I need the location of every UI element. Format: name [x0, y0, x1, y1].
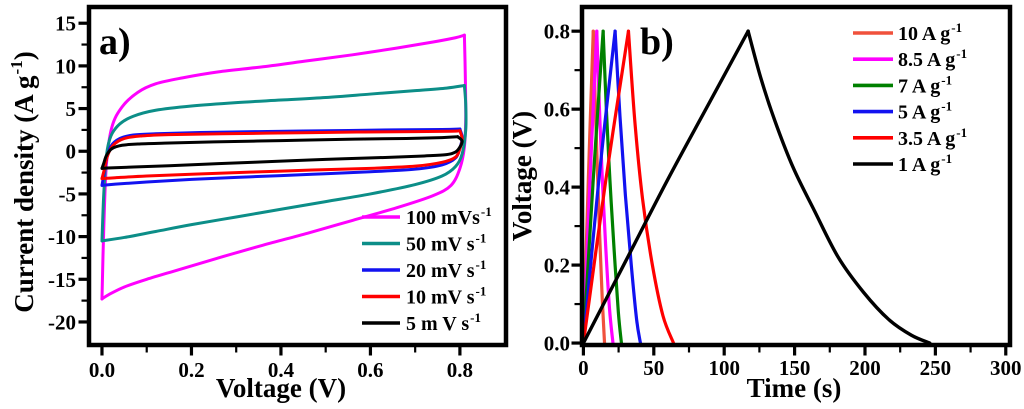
panel-b-series	[581, 29, 932, 345]
panel-b-series-4-seg-0	[581, 29, 631, 345]
legend-entry: 8.5 A g-1	[853, 46, 967, 71]
legend-label: 10 A g-1	[898, 20, 962, 45]
legend-entry: 7 A g-1	[853, 72, 952, 97]
legend-entry: 5 A g-1	[853, 99, 952, 124]
legend-label: 8.5 A g-1	[898, 46, 967, 71]
x-tick-label: 0.6	[357, 358, 383, 382]
panel-a-series-4-seg-1	[100, 135, 464, 170]
panel-b: 0 50 100 150 200 250 300 0.8 0.6 0.4 0.2 0.0 Voltage…	[507, 4, 1022, 380]
panel-a-y-axis-title: Current density (A g-1)	[7, 51, 39, 312]
y-tick-label: 0.4	[544, 176, 571, 200]
y-tick-label: -10	[48, 225, 76, 249]
y-tick-label: 0	[66, 140, 77, 164]
y-tick-label: 15	[55, 12, 76, 36]
panel-a-plot-frame	[86, 4, 509, 348]
x-tick-label: 250	[920, 356, 952, 380]
panel-a-series-4-seg-0	[100, 135, 460, 170]
x-tick-label: 0.4	[268, 358, 295, 382]
legend-label: 50 mV s-1	[406, 231, 486, 256]
legend-entry: 100 mVs-1	[362, 204, 492, 229]
legend-entry: 20 mV s-1	[362, 257, 486, 282]
panel-b-y-axis-title: Voltage (V)	[507, 111, 537, 241]
y-tick-label: 5	[66, 97, 77, 121]
legend-entry: 10 mV s-1	[362, 284, 486, 309]
panel-b-series-5-seg-1	[746, 29, 932, 345]
panel-b-legend: 10 A g-18.5 A g-17 A g-15 A g-13.5 A g-1…	[853, 20, 967, 176]
y-tick-label: 0.2	[544, 254, 570, 278]
legend-label: 3.5 A g-1	[898, 125, 967, 150]
x-tick-label: 0.8	[447, 358, 473, 382]
x-tick-label: 0.2	[178, 358, 204, 382]
panel-b-series-5-seg-0	[581, 29, 750, 345]
panel-b-letter: b)	[640, 21, 674, 63]
y-tick-label: 0.8	[544, 20, 570, 44]
y-tick-label: 0.0	[544, 332, 570, 356]
panel-b-series-3-seg-1	[613, 29, 643, 345]
panel-b-tick-labels: 0 50 100 150 200 250 300 0.8 0.6 0.4 0.2 0.0	[544, 20, 1022, 380]
x-tick-label: 50	[643, 356, 664, 380]
y-tick-label: 10	[55, 54, 76, 78]
panel-b-series-3-seg-0	[581, 29, 617, 345]
legend-entry: 5 m V s-1	[362, 310, 481, 335]
panel-a-series-1-seg-1	[100, 84, 468, 243]
y-tick-label: 0.6	[544, 98, 570, 122]
x-tick-label: 150	[779, 356, 811, 380]
panel-a-series	[100, 33, 468, 301]
panel-b-series-2-seg-1	[601, 29, 624, 345]
panel-b-x-axis-title: Time (s)	[747, 373, 842, 403]
y-tick-label: -20	[48, 310, 76, 334]
legend-entry: 3.5 A g-1	[853, 125, 967, 150]
legend-label: 100 mVs-1	[406, 204, 492, 229]
legend-label: 5 A g-1	[898, 99, 952, 124]
x-tick-label: 100	[708, 356, 740, 380]
legend-entry: 1 A g-1	[853, 151, 952, 176]
legend-label: 10 mV s-1	[406, 284, 486, 309]
y-tick-label: -5	[59, 182, 77, 206]
legend-label: 1 A g-1	[898, 151, 952, 176]
panel-a-tick-labels: 0.0 0.2 0.4 0.6 0.8 15 10 5 0 -5 -10 -15 -20	[48, 12, 473, 382]
legend-label: 5 m V s-1	[406, 310, 481, 335]
x-tick-label: 300	[990, 356, 1022, 380]
panel-a-letter: a)	[99, 21, 131, 63]
legend-entry: 50 mV s-1	[362, 231, 486, 256]
panel-a-axes	[78, 21, 462, 356]
y-tick-label: -15	[48, 268, 76, 292]
legend-label: 7 A g-1	[898, 72, 952, 97]
panel-a-legend: 100 mVs-150 mV s-120 mV s-110 mV s-15 m …	[362, 204, 492, 335]
x-tick-label: 0.0	[89, 358, 115, 382]
panel-a-x-axis-title: Voltage (V)	[216, 373, 346, 403]
panel-a: 0.0 0.2 0.4 0.6 0.8 15 10 5 0 -5 -10 -15 -20 Current …	[7, 4, 509, 382]
legend-label: 20 mV s-1	[406, 257, 486, 282]
panel-a-series-1-seg-0	[100, 84, 466, 243]
legend-entry: 10 A g-1	[853, 20, 962, 45]
x-tick-label: 0	[578, 356, 589, 380]
panel-b-plot-frame	[579, 4, 1013, 348]
x-tick-label: 200	[849, 356, 881, 380]
